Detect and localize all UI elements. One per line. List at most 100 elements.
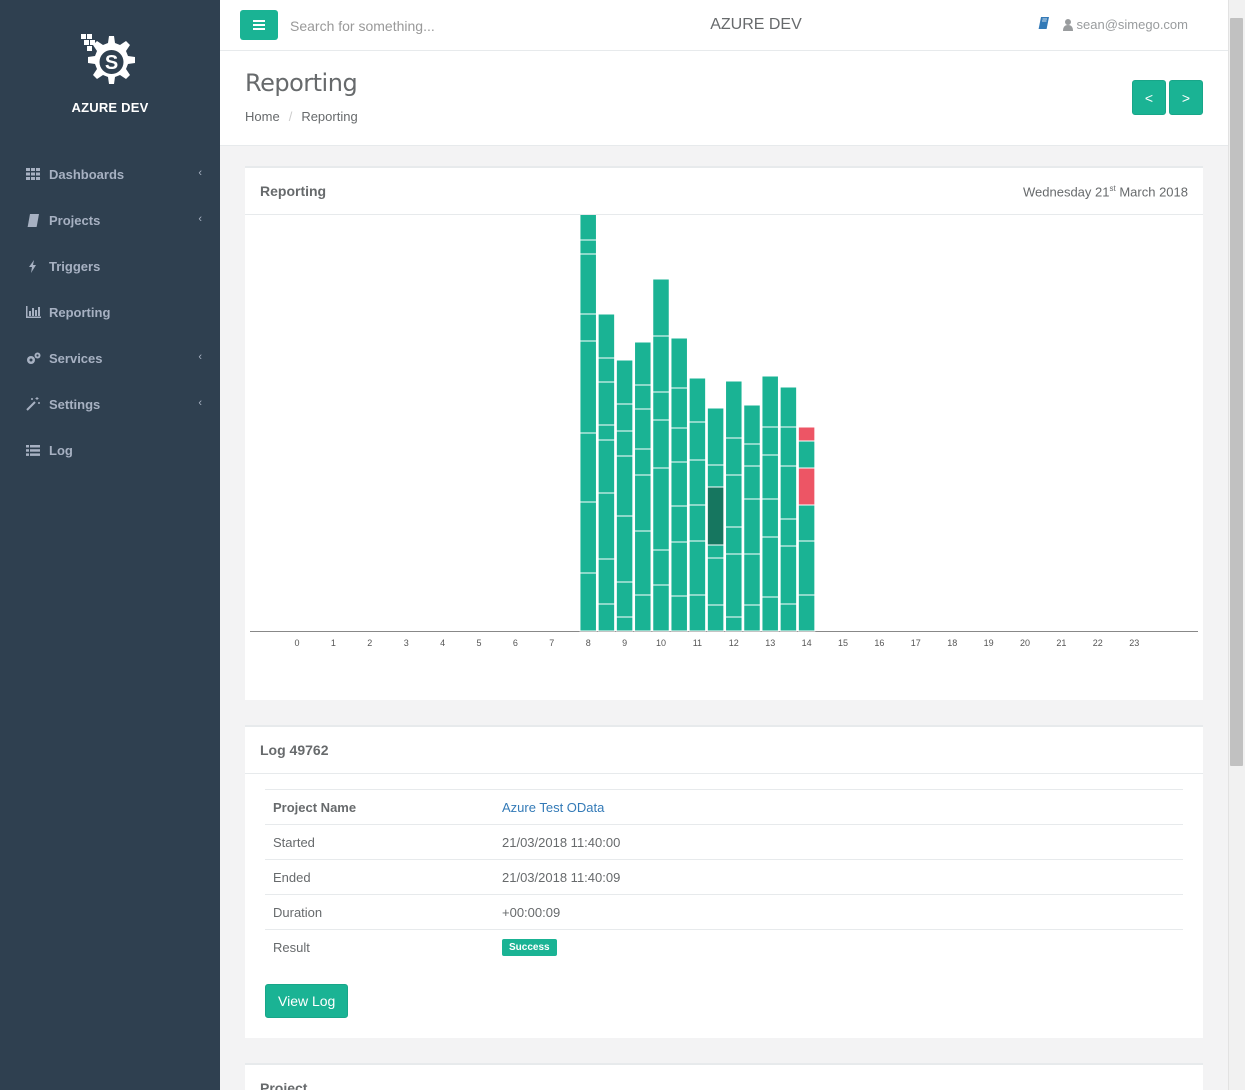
- bar-segment-success[interactable]: [597, 313, 616, 359]
- bar-segment-success[interactable]: [779, 518, 798, 547]
- bar-segment-success[interactable]: [615, 359, 634, 405]
- menu-toggle-button[interactable]: [240, 10, 278, 40]
- bar-segment-success[interactable]: [706, 544, 725, 559]
- bar-segment-success[interactable]: [688, 421, 707, 461]
- bar-segment-success[interactable]: [725, 437, 743, 476]
- bar-segment-success[interactable]: [615, 616, 634, 632]
- bar-segment-success[interactable]: [761, 375, 779, 428]
- bar-segment-success[interactable]: [725, 474, 743, 528]
- bar-segment-success[interactable]: [779, 545, 798, 605]
- bar-segment-success[interactable]: [725, 616, 743, 632]
- bar-segment-success[interactable]: [761, 498, 779, 538]
- bar-segment-success[interactable]: [761, 596, 779, 632]
- sidebar-item-log[interactable]: Log: [0, 427, 220, 473]
- bar-segment-success[interactable]: [634, 408, 652, 450]
- bar-segment-success[interactable]: [597, 357, 616, 383]
- bar-segment-success[interactable]: [579, 215, 597, 241]
- user-menu[interactable]: sean@simego.com: [1062, 17, 1188, 32]
- sidebar-item-services[interactable]: Services ‹: [0, 335, 220, 381]
- bar-segment-error[interactable]: [797, 467, 816, 506]
- bar-segment-success[interactable]: [670, 427, 688, 463]
- bar-segment-success[interactable]: [597, 424, 616, 441]
- sidebar-item-reporting[interactable]: Reporting: [0, 289, 220, 335]
- bar-segment-success[interactable]: [615, 430, 634, 457]
- bar-segment-success[interactable]: [761, 454, 779, 500]
- bar-segment-success[interactable]: [670, 387, 688, 429]
- bar-segment-success[interactable]: [670, 541, 688, 597]
- bar-segment-success[interactable]: [615, 581, 634, 618]
- bar-segment-success[interactable]: [761, 426, 779, 456]
- bar-segment-error[interactable]: [797, 426, 816, 442]
- bar-segment-success[interactable]: [597, 603, 616, 632]
- bar-segment-success[interactable]: [797, 594, 816, 632]
- sidebar-item-dashboards[interactable]: Dashboards ‹: [0, 151, 220, 197]
- bar-segment-success[interactable]: [706, 557, 725, 606]
- bar-segment-success[interactable]: [634, 530, 652, 596]
- bar-segment-success[interactable]: [779, 603, 798, 632]
- bar-segment-success[interactable]: [579, 501, 597, 574]
- bar-segment-success[interactable]: [725, 553, 743, 618]
- bar-segment-success[interactable]: [634, 474, 652, 532]
- book-icon[interactable]: [1038, 17, 1049, 32]
- bar-segment-success[interactable]: [634, 384, 652, 410]
- bar-segment-selected[interactable]: [706, 486, 725, 546]
- bar-segment-success[interactable]: [743, 498, 761, 555]
- bar-segment-success[interactable]: [688, 377, 707, 423]
- bar-segment-success[interactable]: [652, 419, 670, 469]
- bar-segment-success[interactable]: [615, 403, 634, 432]
- bar-segment-success[interactable]: [725, 380, 743, 439]
- bar-segment-success[interactable]: [743, 604, 761, 632]
- sidebar-item-triggers[interactable]: Triggers: [0, 243, 220, 289]
- bar-segment-success[interactable]: [579, 313, 597, 342]
- bar-segment-success[interactable]: [670, 595, 688, 632]
- bar-segment-success[interactable]: [797, 440, 816, 469]
- bar-segment-success[interactable]: [634, 341, 652, 386]
- bar-segment-success[interactable]: [652, 584, 670, 632]
- bar-segment-success[interactable]: [579, 432, 597, 503]
- bar-segment-success[interactable]: [688, 504, 707, 542]
- search-input[interactable]: [290, 14, 590, 38]
- sidebar-item-settings[interactable]: Settings ‹: [0, 381, 220, 427]
- bar-segment-success[interactable]: [670, 337, 688, 389]
- bar-segment-success[interactable]: [743, 443, 761, 467]
- bar-segment-success[interactable]: [797, 504, 816, 542]
- bar-segment-success[interactable]: [579, 239, 597, 255]
- scrollbar-thumb[interactable]: [1230, 18, 1243, 766]
- bar-segment-success[interactable]: [706, 464, 725, 488]
- bar-segment-success[interactable]: [652, 391, 670, 421]
- bar-segment-success[interactable]: [597, 439, 616, 494]
- bar-segment-success[interactable]: [706, 407, 725, 466]
- bar-segment-success[interactable]: [688, 594, 707, 632]
- bar-segment-success[interactable]: [597, 492, 616, 560]
- brand[interactable]: S AZURE DEV: [0, 30, 220, 115]
- bar-segment-success[interactable]: [615, 515, 634, 583]
- project-link[interactable]: Azure Test OData: [502, 799, 605, 815]
- bar-segment-success[interactable]: [634, 594, 652, 632]
- bar-segment-success[interactable]: [725, 526, 743, 555]
- bar-segment-success[interactable]: [652, 278, 670, 337]
- bar-segment-success[interactable]: [743, 465, 761, 500]
- bar-segment-success[interactable]: [688, 459, 707, 506]
- bar-segment-success[interactable]: [579, 572, 597, 632]
- bar-segment-success[interactable]: [652, 335, 670, 393]
- bar-segment-success[interactable]: [743, 404, 761, 445]
- next-day-button[interactable]: >: [1169, 80, 1203, 115]
- previous-day-button[interactable]: <: [1132, 80, 1166, 115]
- bar-segment-success[interactable]: [652, 549, 670, 586]
- view-log-button[interactable]: View Log: [265, 984, 349, 1018]
- bar-segment-success[interactable]: [779, 465, 798, 520]
- bar-segment-success[interactable]: [688, 540, 707, 596]
- bar-segment-success[interactable]: [706, 604, 725, 632]
- bar-segment-success[interactable]: [670, 461, 688, 507]
- breadcrumb-home[interactable]: Home: [245, 109, 280, 124]
- bar-segment-success[interactable]: [797, 540, 816, 596]
- bar-segment-success[interactable]: [779, 426, 798, 467]
- bar-segment-success[interactable]: [597, 558, 616, 605]
- bar-segment-success[interactable]: [779, 386, 798, 428]
- sidebar-item-projects[interactable]: Projects ‹: [0, 197, 220, 243]
- bar-segment-success[interactable]: [670, 505, 688, 543]
- bar-segment-success[interactable]: [579, 253, 597, 315]
- bar-segment-success[interactable]: [615, 455, 634, 517]
- bar-segment-success[interactable]: [579, 340, 597, 434]
- bar-segment-success[interactable]: [743, 553, 761, 606]
